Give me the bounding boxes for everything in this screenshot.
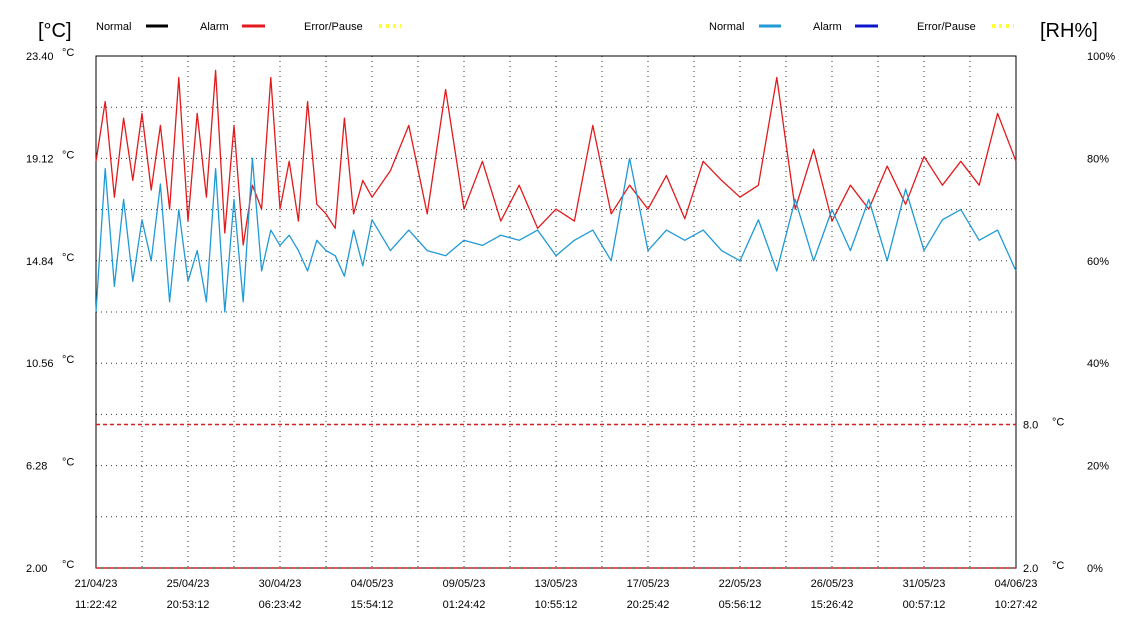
x-tick-time: 20:25:42 — [627, 599, 670, 611]
x-tick-time: 10:55:12 — [535, 599, 578, 611]
grid — [96, 56, 1016, 568]
y-left-tick-unit: °C — [62, 457, 74, 469]
y-right-tick-label: 0% — [1087, 563, 1103, 575]
x-tick-time: 15:26:42 — [811, 599, 854, 611]
x-tick-date: 09/05/23 — [443, 578, 486, 590]
y-left-tick-unit: °C — [62, 149, 74, 161]
y-left-tick-label: 14.84 — [26, 256, 54, 268]
x-tick-time: 10:27:42 — [995, 599, 1038, 611]
x-tick-time: 01:24:42 — [443, 599, 486, 611]
y-left-tick-label: 23.40 — [26, 51, 54, 63]
series — [95, 69, 1017, 313]
x-axis: 21/04/23 11:22:42 25/04/23 20:53:12 30/04/23… — [75, 578, 1038, 611]
series-line-left — [95, 69, 1017, 246]
y-axis-left: 2.00 °C 6.28 °C 10.56 °C 14.84 °C 19.12 °C 23.40 °C — [26, 47, 74, 575]
x-tick-date: 13/05/23 — [535, 578, 578, 590]
x-tick-time: 06:23:42 — [259, 599, 302, 611]
x-tick-time: 11:22:42 — [75, 599, 117, 611]
legend-right: Normal Alarm Error/Pause — [709, 21, 1014, 33]
x-tick-date: 26/05/23 — [811, 578, 854, 590]
legend-left: Normal Alarm Error/Pause — [96, 21, 401, 33]
legend-left-label-alarm: Alarm — [200, 21, 229, 33]
left-axis-unit: [°C] — [38, 20, 72, 42]
threshold-label: 2.0 — [1023, 563, 1038, 575]
x-tick-date: 30/04/23 — [259, 578, 302, 590]
x-tick-date: 04/06/23 — [995, 578, 1038, 590]
y-left-tick-unit: °C — [62, 252, 74, 264]
y-left-tick-unit: °C — [62, 559, 74, 571]
x-tick-date: 22/05/23 — [719, 578, 762, 590]
legend-left-label-normal: Normal — [96, 21, 131, 33]
y-left-tick-label: 19.12 — [26, 153, 54, 165]
y-right-tick-label: 40% — [1087, 358, 1109, 370]
thresholds: 8.0 °C 2.0 °C — [96, 416, 1064, 575]
x-tick-date: 04/05/23 — [351, 578, 394, 590]
y-left-tick-label: 6.28 — [26, 461, 47, 473]
x-tick-time: 05:56:12 — [719, 599, 762, 611]
legend-right-label-error: Error/Pause — [917, 21, 976, 33]
y-left-tick-unit: °C — [62, 47, 74, 59]
y-right-tick-label: 60% — [1087, 256, 1109, 268]
x-tick-time: 15:54:12 — [351, 599, 394, 611]
threshold-unit: °C — [1052, 560, 1064, 572]
legend-right-label-normal: Normal — [709, 21, 744, 33]
y-left-tick-label: 10.56 — [26, 358, 54, 370]
y-axis-right: 0% 20% 40% 60% 80% 100% — [1087, 51, 1115, 575]
y-left-tick-label: 2.00 — [26, 563, 47, 575]
y-right-tick-label: 20% — [1087, 461, 1109, 473]
threshold-label: 8.0 — [1023, 419, 1038, 431]
legend-right-label-alarm: Alarm — [813, 21, 842, 33]
x-tick-time: 20:53:12 — [167, 599, 210, 611]
legend-left-label-error: Error/Pause — [304, 21, 363, 33]
right-axis-unit: [RH%] — [1040, 20, 1098, 42]
x-tick-date: 31/05/23 — [903, 578, 946, 590]
threshold-unit: °C — [1052, 416, 1064, 428]
x-tick-date: 25/04/23 — [167, 578, 210, 590]
series-line-right — [95, 157, 1017, 313]
x-tick-time: 00:57:12 — [903, 599, 946, 611]
y-left-tick-unit: °C — [62, 354, 74, 366]
y-right-tick-label: 100% — [1087, 51, 1115, 63]
x-tick-date: 17/05/23 — [627, 578, 670, 590]
y-right-tick-label: 80% — [1087, 153, 1109, 165]
x-tick-date: 21/04/23 — [75, 578, 118, 590]
